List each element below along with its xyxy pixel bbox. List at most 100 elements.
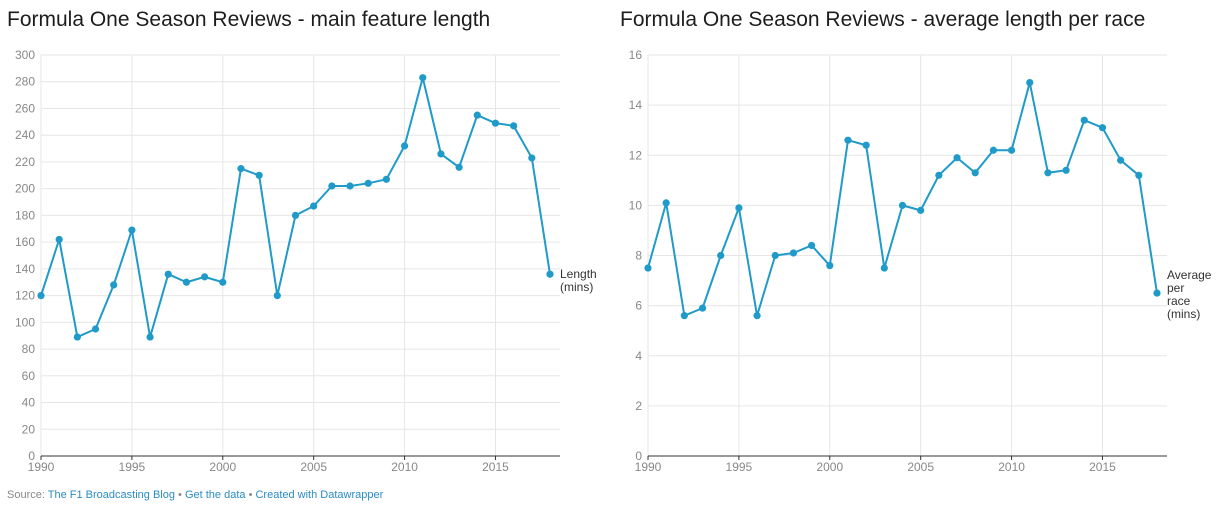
series-end-label: per bbox=[1167, 281, 1184, 295]
series-end-label: (mins) bbox=[1167, 307, 1200, 321]
data-point bbox=[989, 146, 997, 154]
data-point bbox=[273, 292, 281, 300]
data-point bbox=[971, 169, 979, 177]
x-tick-label: 1990 bbox=[635, 460, 662, 474]
data-point bbox=[291, 211, 300, 219]
y-tick-label: 200 bbox=[15, 182, 35, 196]
data-point bbox=[382, 175, 390, 183]
data-point bbox=[455, 163, 463, 171]
data-point bbox=[826, 261, 834, 270]
data-point bbox=[400, 142, 409, 150]
data-point bbox=[753, 312, 761, 320]
data-point bbox=[953, 154, 961, 162]
chart-footer: Source: The F1 Broadcasting Blog • Get t… bbox=[7, 489, 383, 501]
data-point bbox=[146, 333, 154, 341]
footer-source-prefix: Source: bbox=[7, 489, 45, 501]
data-point bbox=[1080, 116, 1088, 124]
data-point bbox=[662, 199, 670, 207]
data-point bbox=[717, 251, 725, 260]
data-point bbox=[328, 182, 336, 190]
y-tick-label: 20 bbox=[22, 422, 36, 436]
data-point bbox=[1098, 124, 1107, 132]
data-point bbox=[91, 325, 100, 333]
data-point bbox=[917, 206, 925, 214]
y-tick-label: 160 bbox=[15, 235, 35, 249]
x-tick-label: 1990 bbox=[28, 460, 55, 474]
created-with-datawrapper-link[interactable]: Created with Datawrapper bbox=[255, 489, 384, 501]
series-end-label: Average bbox=[1167, 268, 1212, 282]
x-tick-label: 2010 bbox=[391, 460, 418, 474]
series-line bbox=[647, 81, 1158, 317]
chart-title-average-length-per-race: Formula One Season Reviews - average len… bbox=[620, 8, 1146, 31]
data-point bbox=[255, 171, 263, 179]
x-tick-label: 2005 bbox=[300, 460, 327, 474]
source-link[interactable]: The F1 Broadcasting Blog bbox=[47, 489, 175, 501]
data-point bbox=[771, 251, 779, 260]
data-point bbox=[437, 150, 445, 158]
x-tick-label: 2015 bbox=[482, 460, 509, 474]
data-point bbox=[789, 249, 798, 257]
data-point bbox=[364, 179, 372, 187]
y-tick-label: 8 bbox=[635, 249, 642, 263]
data-point bbox=[510, 122, 518, 130]
data-point bbox=[110, 281, 118, 289]
data-point bbox=[1062, 166, 1070, 174]
y-tick-label: 280 bbox=[15, 75, 35, 89]
data-point bbox=[844, 136, 852, 144]
x-tick-label: 1995 bbox=[119, 460, 146, 474]
data-point bbox=[644, 264, 652, 272]
data-point bbox=[201, 273, 209, 281]
data-point bbox=[55, 235, 63, 244]
data-point bbox=[128, 226, 136, 234]
data-point bbox=[1044, 169, 1052, 177]
y-tick-label: 180 bbox=[15, 208, 35, 222]
footer-separator: • bbox=[178, 489, 182, 501]
data-point bbox=[237, 165, 245, 173]
data-point bbox=[1026, 78, 1034, 87]
data-point bbox=[419, 74, 427, 82]
y-tick-label: 80 bbox=[22, 342, 36, 356]
chart-title-main-feature-length: Formula One Season Reviews - main featur… bbox=[7, 8, 491, 31]
x-tick-label: 2005 bbox=[907, 460, 934, 474]
y-tick-label: 240 bbox=[15, 128, 35, 142]
data-point bbox=[182, 278, 191, 286]
x-tick-label: 2010 bbox=[998, 460, 1025, 474]
data-point bbox=[528, 154, 536, 162]
data-point bbox=[898, 201, 907, 209]
y-tick-label: 2 bbox=[635, 399, 642, 413]
y-tick-label: 140 bbox=[15, 262, 35, 276]
data-point bbox=[935, 171, 943, 179]
series-end-label: race bbox=[1167, 294, 1191, 308]
y-tick-label: 220 bbox=[15, 155, 35, 169]
y-tick-label: 300 bbox=[15, 48, 35, 62]
data-point bbox=[473, 111, 481, 119]
x-tick-label: 2000 bbox=[209, 460, 236, 474]
y-tick-label: 120 bbox=[15, 289, 35, 303]
data-point bbox=[310, 202, 318, 210]
y-tick-label: 260 bbox=[15, 101, 35, 115]
y-tick-label: 0 bbox=[28, 449, 35, 463]
data-point bbox=[808, 241, 816, 250]
data-point bbox=[735, 204, 743, 212]
y-tick-label: 14 bbox=[629, 98, 643, 112]
series-end-label: Length bbox=[560, 267, 597, 281]
x-tick-label: 2000 bbox=[816, 460, 843, 474]
data-point bbox=[698, 304, 707, 312]
data-point bbox=[1007, 146, 1016, 154]
y-tick-label: 12 bbox=[629, 148, 643, 162]
series-end-label: (mins) bbox=[560, 280, 593, 294]
get-the-data-link[interactable]: Get the data bbox=[184, 489, 246, 501]
y-tick-label: 40 bbox=[22, 396, 36, 410]
data-point bbox=[491, 119, 500, 127]
y-tick-label: 60 bbox=[22, 369, 36, 383]
footer-separator: • bbox=[248, 489, 253, 501]
y-tick-label: 6 bbox=[635, 299, 642, 313]
data-point bbox=[862, 141, 870, 149]
data-point bbox=[37, 292, 45, 300]
y-tick-label: 4 bbox=[635, 349, 642, 363]
data-point bbox=[164, 270, 172, 278]
data-point bbox=[346, 182, 354, 190]
y-tick-label: 100 bbox=[15, 315, 35, 329]
